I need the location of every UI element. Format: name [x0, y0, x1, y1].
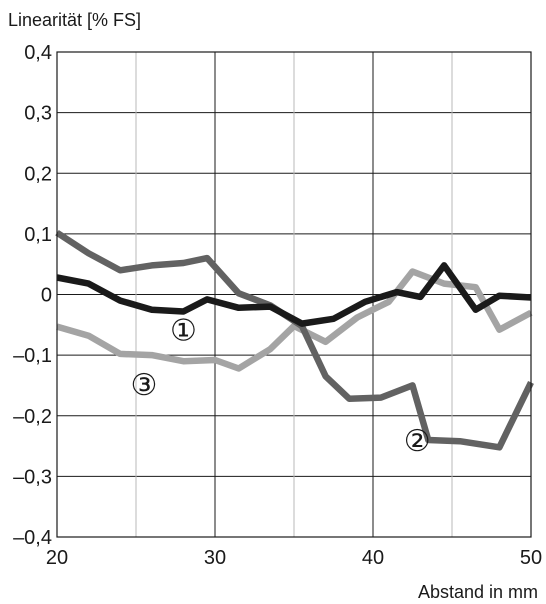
x-tick-label: 40 [362, 547, 384, 569]
series-layer [55, 229, 534, 451]
x-tick-labels: 20 30 40 50 [46, 547, 542, 569]
y-tick-label: 0 [41, 285, 52, 307]
series-line-1 [56, 262, 532, 327]
grid [56, 51, 532, 538]
y-tick-labels: 0,4 0,3 0,2 0,1 0 –0,1 –0,2 –0,3 –0,4 [13, 42, 52, 549]
series-marker-label: ② [404, 424, 431, 459]
y-tick-label: 0,2 [24, 163, 52, 185]
series-marker-label: ① [170, 314, 197, 349]
y-tick-label: –0,2 [13, 406, 52, 428]
y-tick-label: 0,4 [24, 42, 52, 64]
y-axis-title: Linearität [% FS] [8, 10, 141, 30]
x-tick-label: 20 [46, 547, 68, 569]
x-axis-title: Abstand in mm [418, 582, 538, 602]
y-tick-label: –0,1 [13, 345, 52, 367]
y-tick-label: –0,3 [13, 466, 52, 488]
series-markers: ①③ ② [130, 314, 430, 459]
x-tick-label: 30 [204, 547, 226, 569]
y-tick-label: 0,3 [24, 103, 52, 125]
x-tick-label: 50 [520, 547, 542, 569]
series-marker-label: ③ [130, 368, 157, 403]
y-tick-label: –0,4 [13, 527, 52, 549]
plot-frame [56, 51, 532, 538]
y-tick-label: 0,1 [24, 224, 52, 246]
